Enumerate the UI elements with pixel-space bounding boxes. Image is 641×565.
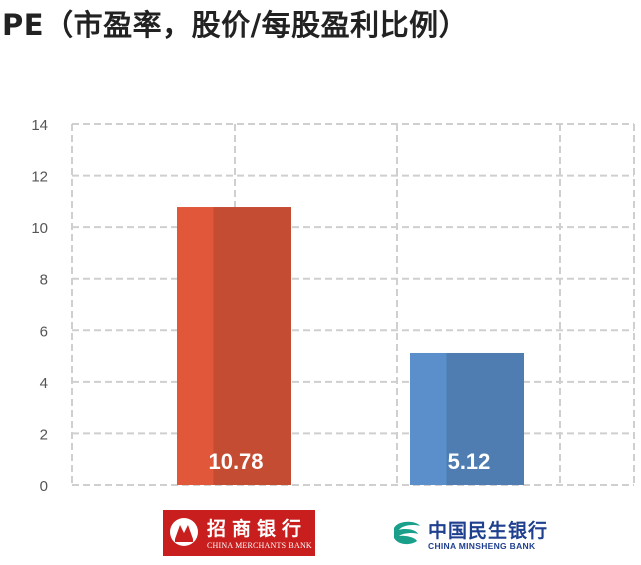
cmb-english-name: CHINA MERCHANTS BANK [207,541,312,550]
cmb-chinese-name: 招商银行 [207,518,308,540]
logo-china-minsheng-bank: 中国民生银行 CHINA MINSHENG BANK [390,512,570,554]
bar-china-merchants-bank [177,207,291,485]
bar-china-minsheng-bank [410,352,524,485]
y-tick-label: 2 [40,426,48,443]
y-tick-label: 4 [40,375,48,392]
cmsb-logo-icon [394,521,420,545]
cmsb-chinese-name: 中国民生银行 [428,520,549,542]
y-tick-label: 6 [40,323,48,340]
value-labels: 10.78 5.12 [208,449,490,474]
y-tick-label: 12 [31,169,48,186]
y-tick-label: 10 [31,220,48,237]
cmb-logo-icon [170,518,198,546]
bar-value-label: 10.78 [208,449,263,474]
y-tick-label: 8 [40,272,48,289]
y-tick-label: 0 [40,478,48,495]
bars [177,207,524,485]
y-tick-label: 14 [31,117,48,134]
bar-value-label: 5.12 [448,449,491,474]
logo-china-merchants-bank: 招商银行 CHINA MERCHANTS BANK [163,510,315,556]
y-axis-tick-labels: 0 2 4 6 8 10 12 14 [31,117,48,495]
cmsb-english-name: CHINA MINSHENG BANK [428,541,536,551]
grid-lines [71,123,635,486]
chart-title: PE（市盈率，股价/每股盈利比例） [2,8,469,42]
